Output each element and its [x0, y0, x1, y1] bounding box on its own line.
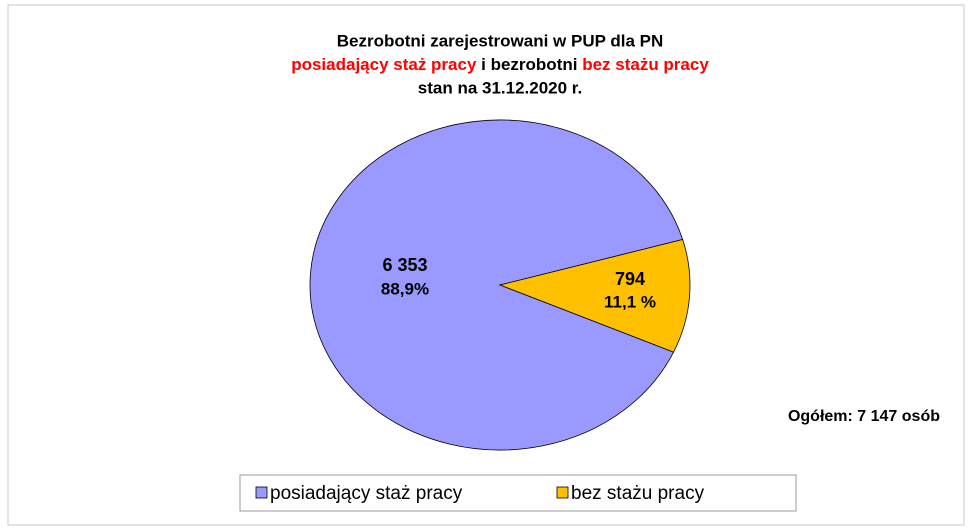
subtitle-part: i bezrobotni — [481, 55, 582, 74]
legend-box — [239, 474, 797, 512]
subtitle-part: posiadający staż pracy — [291, 55, 481, 74]
chart-title: Bezrobotni zarejestrowani w PUP dla PN — [337, 31, 664, 50]
value-label: 794 — [615, 269, 645, 289]
value-label: 6 353 — [382, 255, 427, 275]
chart-subtitle: posiadający staż pracy i bezrobotni bez … — [291, 55, 709, 74]
percent-label: 11,1 % — [604, 292, 656, 311]
annotation: Ogółem: 7 147 osób — [788, 408, 940, 425]
percent-label: 88,9% — [381, 279, 429, 298]
pie-slice — [309, 119, 684, 451]
pie-slice — [498, 239, 691, 353]
legend-swatch — [556, 486, 569, 499]
legend-label: bez stażu pracy — [571, 483, 705, 504]
legend-swatch — [255, 486, 268, 499]
date-line: stan na 31.12.2020 r. — [418, 78, 582, 97]
legend-label: posiadający staż pracy — [270, 483, 463, 504]
subtitle-part: bez stażu pracy — [582, 55, 709, 74]
